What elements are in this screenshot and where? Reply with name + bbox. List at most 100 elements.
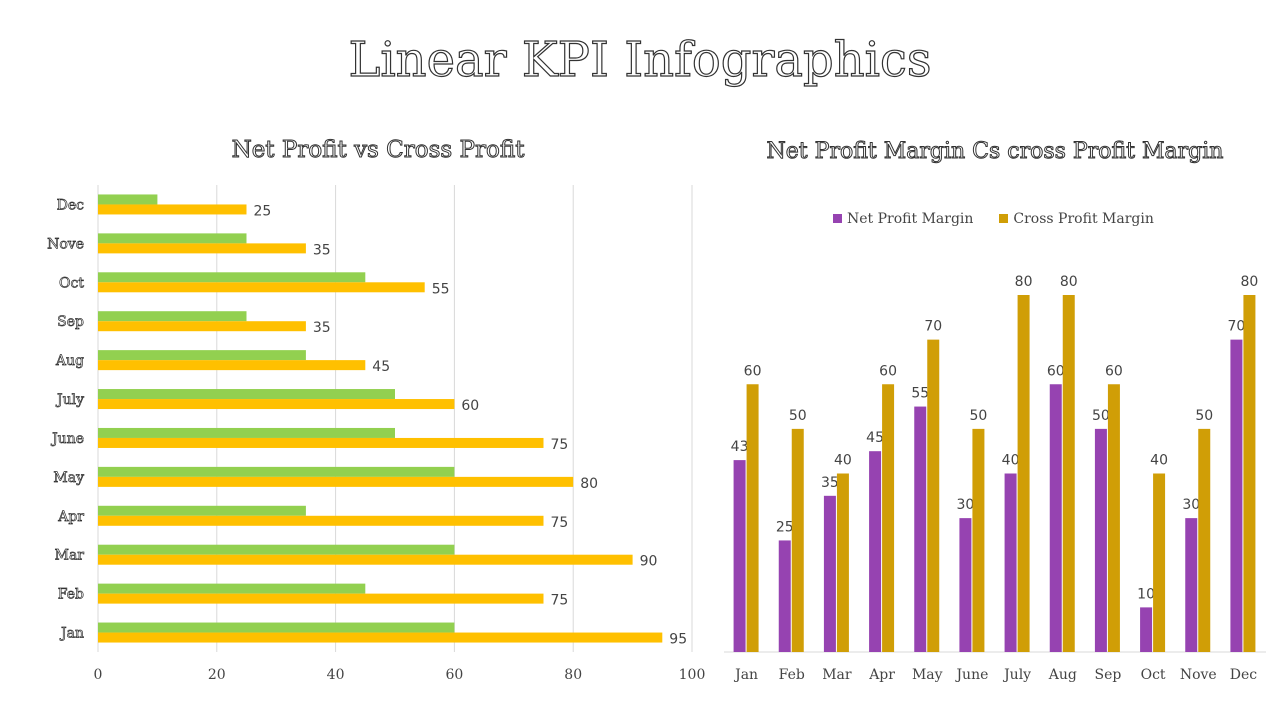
data-label: 90 [640,554,658,570]
x-tick-label: 40 [327,667,345,683]
bar-green [98,272,366,283]
bar-net-profit [914,406,927,652]
y-tick-label: Mar [55,548,85,564]
bar-green [98,350,306,361]
data-label: 10 [1137,586,1155,602]
bar-green [98,622,455,633]
data-label: 40 [1150,453,1168,469]
data-label: 70 [924,319,942,335]
legend: Net Profit Margin Cross Profit Margin [833,211,1154,227]
data-label: 70 [1228,319,1246,335]
data-label: 30 [957,497,975,513]
data-label: 40 [834,453,852,469]
legend-swatch [833,214,842,223]
legend-label: Net Profit Margin [847,211,974,227]
y-tick-label: May [53,470,84,486]
bar-cross-profit [836,473,849,652]
data-label: 25 [254,203,272,219]
bar-net-profit [1230,339,1243,652]
y-tick-label: Apr [57,509,84,525]
x-tick-label: Dec [1230,667,1258,683]
bar-green [98,233,247,244]
x-tick-label: 0 [94,667,103,683]
x-tick-label: Aug [1048,667,1077,683]
data-label: 80 [1015,274,1033,290]
bar-yellow [98,515,544,526]
bar-cross-profit [927,339,940,652]
data-label: 35 [821,475,839,491]
data-label: 50 [789,408,807,424]
bar-yellow [98,593,544,604]
bar-yellow [98,282,425,293]
data-label: 80 [580,476,598,492]
data-label: 80 [1241,274,1259,290]
data-label: 60 [744,363,762,379]
bar-cross-profit [1017,295,1030,652]
bar-net-profit [1185,518,1198,652]
y-tick-label: July [55,392,84,408]
right-chart-title: Net Profit Margin Cs cross Profit Margin [766,139,1224,165]
data-label: 45 [372,359,390,375]
bar-yellow [98,554,633,565]
data-label: 75 [551,515,569,531]
legend-item: Cross Profit Margin [999,211,1154,227]
x-tick-label: 100 [679,667,706,683]
x-tick-label: May [912,667,943,683]
data-label: 43 [731,439,749,455]
x-tick-label: Mar [822,667,852,683]
data-label: 60 [879,363,897,379]
bar-green [98,544,455,555]
data-label: 95 [669,632,687,648]
y-tick-label: June [50,431,84,447]
data-label: 75 [551,593,569,609]
x-tick-label: Feb [779,667,805,683]
y-tick-label: Aug [55,353,84,369]
bar-green [98,311,247,322]
bar-cross-profit [1107,384,1120,652]
bar-green [98,505,306,516]
bar-cross-profit [972,428,985,652]
data-label: 60 [1047,363,1065,379]
data-label: 80 [1060,274,1078,290]
bar-yellow [98,399,455,410]
data-label: 75 [551,437,569,453]
bar-green [98,389,395,400]
bar-cross-profit [1062,295,1075,652]
bar-green [98,427,395,438]
y-tick-label: Sep [57,314,84,330]
legend-item: Net Profit Margin [833,211,973,227]
y-tick-label: Feb [58,587,84,603]
bar-net-profit [959,518,972,652]
page-title: Linear KPI Infographics [348,31,932,88]
bar-net-profit [778,540,791,652]
bar-net-profit [823,495,836,652]
bar-cross-profit [1243,295,1256,652]
data-label: 35 [313,242,331,258]
data-label: 55 [911,386,929,402]
data-label: 60 [461,398,479,414]
data-label: 25 [776,519,794,535]
bar-cross-profit [746,384,759,652]
bar-net-profit [1094,428,1107,652]
bar-cross-profit [882,384,895,652]
legend-label: Cross Profit Margin [1013,211,1154,227]
x-tick-label: Nove [1180,667,1217,683]
x-tick-label: Sep [1094,667,1121,683]
data-label: 45 [866,430,884,446]
bar-cross-profit [1153,473,1166,652]
bar-net-profit [1049,384,1062,652]
x-tick-label: 20 [208,667,226,683]
x-tick-label: July [1002,667,1031,683]
bar-yellow [98,243,306,254]
data-label: 55 [432,281,450,297]
bar-green [98,466,455,477]
x-tick-label: 60 [445,667,463,683]
x-tick-label: Apr [868,667,895,683]
bar-cross-profit [1198,428,1211,652]
bar-yellow [98,476,574,487]
bar-yellow [98,321,306,332]
x-tick-label: 80 [564,667,582,683]
bar-yellow [98,360,366,371]
data-label: 30 [1182,497,1200,513]
